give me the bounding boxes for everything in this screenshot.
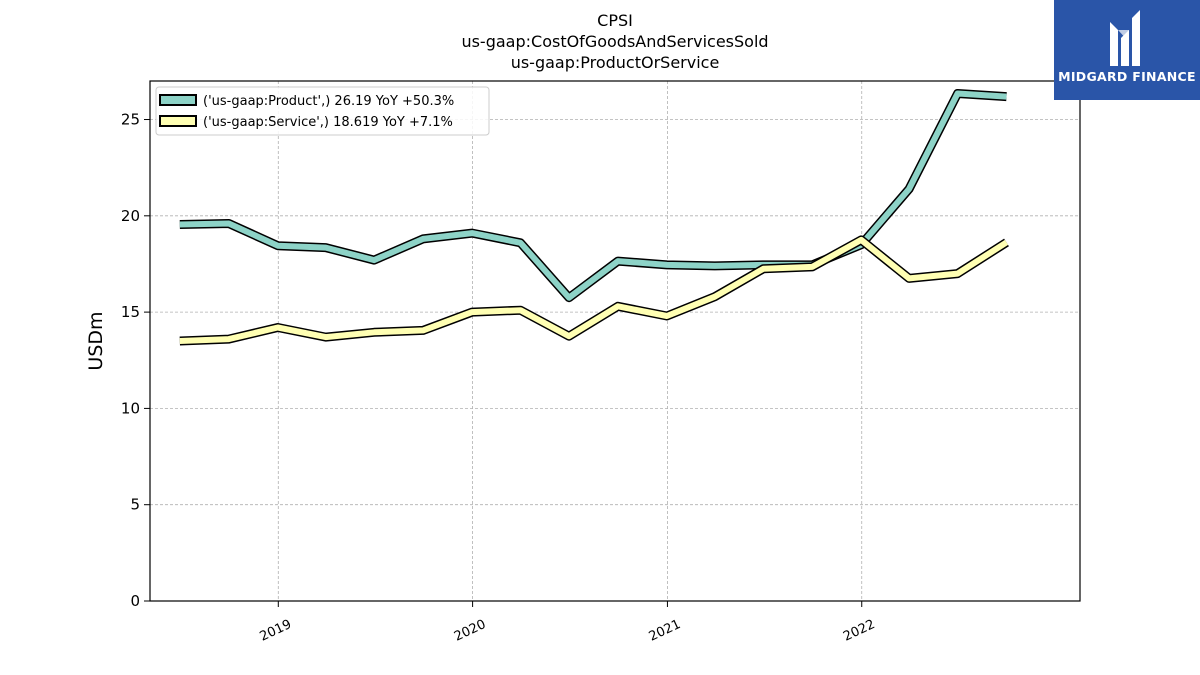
y-tick-label-1: 5	[130, 496, 140, 514]
y-tick-label-4: 20	[121, 207, 140, 225]
chart-title-line-2: us-gaap:CostOfGoodsAndServicesSold	[461, 32, 769, 51]
y-tick-label-2: 10	[121, 399, 140, 417]
x-tick-label-2: 2021	[647, 617, 683, 645]
legend-swatch-0	[159, 94, 197, 106]
legend: ('us-gaap:Product',) 26.19 YoY +50.3% ('u…	[155, 86, 490, 136]
legend-label-0: ('us-gaap:Product',) 26.19 YoY +50.3%	[203, 94, 454, 109]
midgard-logo-icon	[1110, 10, 1140, 66]
midgard-finance-logo: MIDGARD FINANCE	[1054, 0, 1200, 100]
chart-title-line-1: CPSI	[597, 11, 633, 30]
x-tick-label-3: 2022	[841, 617, 877, 645]
y-tick-label-0: 0	[130, 592, 140, 610]
chart-title: CPSI us-gaap:CostOfGoodsAndServicesSold …	[0, 10, 1200, 73]
y-tick-label-3: 15	[121, 303, 140, 321]
y-axis-label: USDm	[85, 311, 107, 370]
plot-frame	[149, 80, 1081, 602]
x-tick-label-0: 2019	[258, 617, 294, 645]
legend-label-1: ('us-gaap:Service',) 18.619 YoY +7.1%	[203, 115, 453, 130]
legend-box	[155, 86, 490, 136]
y-tick-label-5: 25	[121, 111, 140, 129]
series-line-1	[179, 236, 1009, 344]
chart-title-line-3: us-gaap:ProductOrService	[510, 53, 720, 72]
series-line-0	[179, 90, 1007, 301]
x-tick-label-1: 2020	[452, 617, 488, 645]
logo-text: MIDGARD FINANCE	[1058, 69, 1196, 84]
legend-swatch-1	[159, 115, 197, 127]
